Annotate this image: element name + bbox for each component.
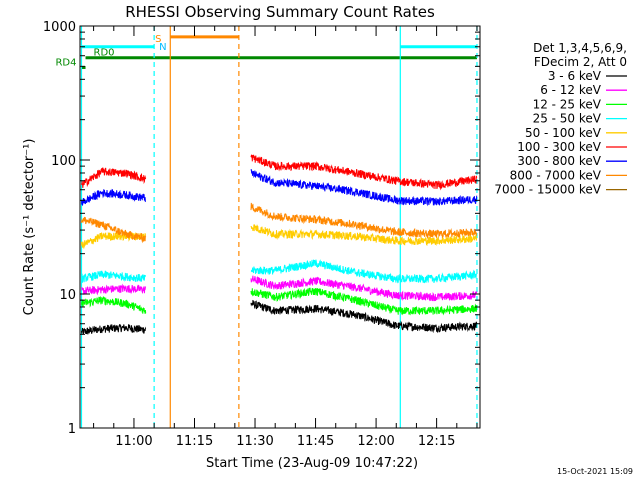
- series-line-0-seg-1: [250, 299, 478, 334]
- legend-entry-label-4: 50 - 100 keV: [525, 126, 602, 140]
- legend-entry-label-0: 3 - 6 keV: [548, 69, 602, 83]
- series-line-4-seg-1: [250, 224, 478, 246]
- y-axis-label: Count Rate (s⁻¹ detector⁻¹): [22, 139, 37, 316]
- series-line-1-seg-0: [81, 283, 147, 296]
- date-stamp: 15-Oct-2021 15:09: [557, 467, 633, 476]
- plot-frame: [79, 25, 481, 429]
- axes: 1 10 100 1000 11:00 11:15 11:30 11:45 12:00 12:15: [43, 20, 480, 449]
- legend-header-line-1: Det 1,3,4,5,6,9,: [533, 41, 627, 55]
- legend-entry-label-5: 100 - 300 keV: [517, 140, 601, 154]
- y-tick-label-1: 10: [59, 288, 76, 303]
- legend-header-line-2: FDecim 2, Att 0: [534, 55, 627, 69]
- legend-entry-label-7: 800 - 7000 keV: [510, 168, 602, 182]
- x-tick-label-5: 12:15: [418, 434, 455, 449]
- legend: Det 1,3,4,5,6,9, FDecim 2, Att 0 3 - 6 k…: [494, 41, 627, 197]
- series-line-7-seg-0: [81, 216, 147, 244]
- chart-title: RHESSI Observing Summary Count Rates: [125, 3, 435, 21]
- legend-entry-label-8: 7000 - 15000 keV: [494, 183, 601, 197]
- series-line-6-seg-1: [250, 169, 478, 207]
- x-tick-label-2: 11:30: [236, 434, 273, 449]
- series-line-0-seg-0: [81, 324, 147, 335]
- series-line-6-seg-0: [81, 188, 146, 206]
- x-tick-label-1: 11:15: [176, 434, 213, 449]
- series-line-5-seg-1: [250, 154, 478, 191]
- status-bar-label-4: RD0: [94, 48, 115, 59]
- series-line-5-seg-0: [81, 167, 147, 188]
- annotation-s: S: [155, 34, 161, 45]
- series-line-7-seg-1: [250, 202, 478, 240]
- legend-entry-label-3: 25 - 50 keV: [533, 112, 602, 126]
- series-line-1-seg-1: [250, 275, 478, 302]
- y-tick-label-3: 1000: [43, 20, 76, 35]
- x-tick-label-0: 11:00: [115, 434, 152, 449]
- legend-entry-label-6: 300 - 800 keV: [517, 154, 601, 168]
- legend-entry-label-1: 6 - 12 keV: [540, 83, 602, 97]
- series-line-2-seg-0: [81, 295, 147, 314]
- plot-content: RD4 RD0 SN: [55, 26, 478, 428]
- x-tick-label-3: 11:45: [297, 434, 334, 449]
- x-axis-label: Start Time (23-Aug-09 10:47:22): [206, 456, 418, 471]
- legend-entry-label-2: 12 - 25 keV: [533, 97, 602, 111]
- series-line-3-seg-0: [81, 270, 147, 283]
- series-line-3-seg-1: [250, 259, 477, 284]
- annotation-n: N: [159, 42, 166, 53]
- x-tick-label-4: 12:00: [357, 434, 394, 449]
- y-tick-label-2: 100: [51, 154, 76, 169]
- status-bar-label-3: RD4: [55, 58, 76, 69]
- series-line-2-seg-1: [250, 287, 478, 316]
- y-tick-label-0: 1: [68, 422, 76, 437]
